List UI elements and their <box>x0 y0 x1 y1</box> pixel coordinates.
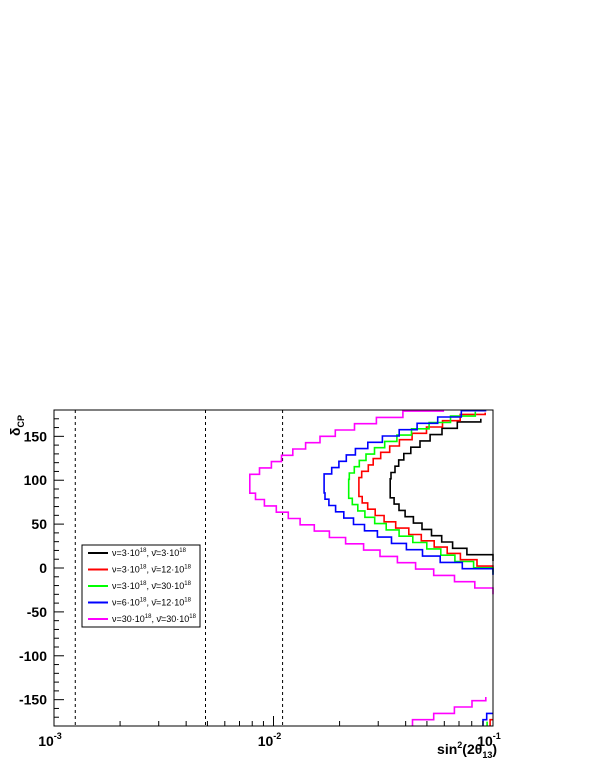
series-line-0 <box>389 418 494 561</box>
dashed-lines-layer <box>74 410 284 726</box>
tick-labels-layer: 150 100 50 0 -50 -100 -150 10-3 10-2 10-1 <box>19 428 501 749</box>
series-line-4 <box>249 410 494 595</box>
ticks-layer <box>53 409 494 727</box>
legend-entry-1: ν=3·1018, ν̄=12·1018 <box>112 565 192 575</box>
legend-entry-3: ν=6·1018, ν̄=12·1018 <box>112 598 192 608</box>
legend: ν=3·1018, ν̄=3·1018 ν=3·1018, ν̄=12·1018 ν… <box>81 544 201 628</box>
series-line-3 <box>323 409 494 575</box>
y-axis-title: δCP <box>7 415 26 436</box>
x-tick-label: 10-1 <box>477 731 501 749</box>
legend-entry-4: ν=30·1018, ν̄=30·1018 <box>112 614 197 624</box>
x-tick-label: 10-2 <box>258 731 282 749</box>
x-tick-label: 10-3 <box>38 731 62 749</box>
y-tick-label: -100 <box>19 648 47 664</box>
y-tick-label: 50 <box>31 516 47 532</box>
series-line-bottom-4 <box>411 697 487 726</box>
y-tick-label: 0 <box>39 560 47 576</box>
legend-entry-0: ν=3·1018, ν̄=3·1018 <box>112 548 187 558</box>
x-axis-title: sin2(2θ13) <box>437 740 497 760</box>
series-layer <box>249 409 494 726</box>
y-tick-label: 150 <box>24 428 48 444</box>
y-tick-label: 100 <box>24 472 48 488</box>
legend-entry-2: ν=3·1018, ν̄=30·1018 <box>112 581 192 591</box>
y-tick-label: -50 <box>27 604 47 620</box>
y-tick-label: -150 <box>19 692 47 708</box>
